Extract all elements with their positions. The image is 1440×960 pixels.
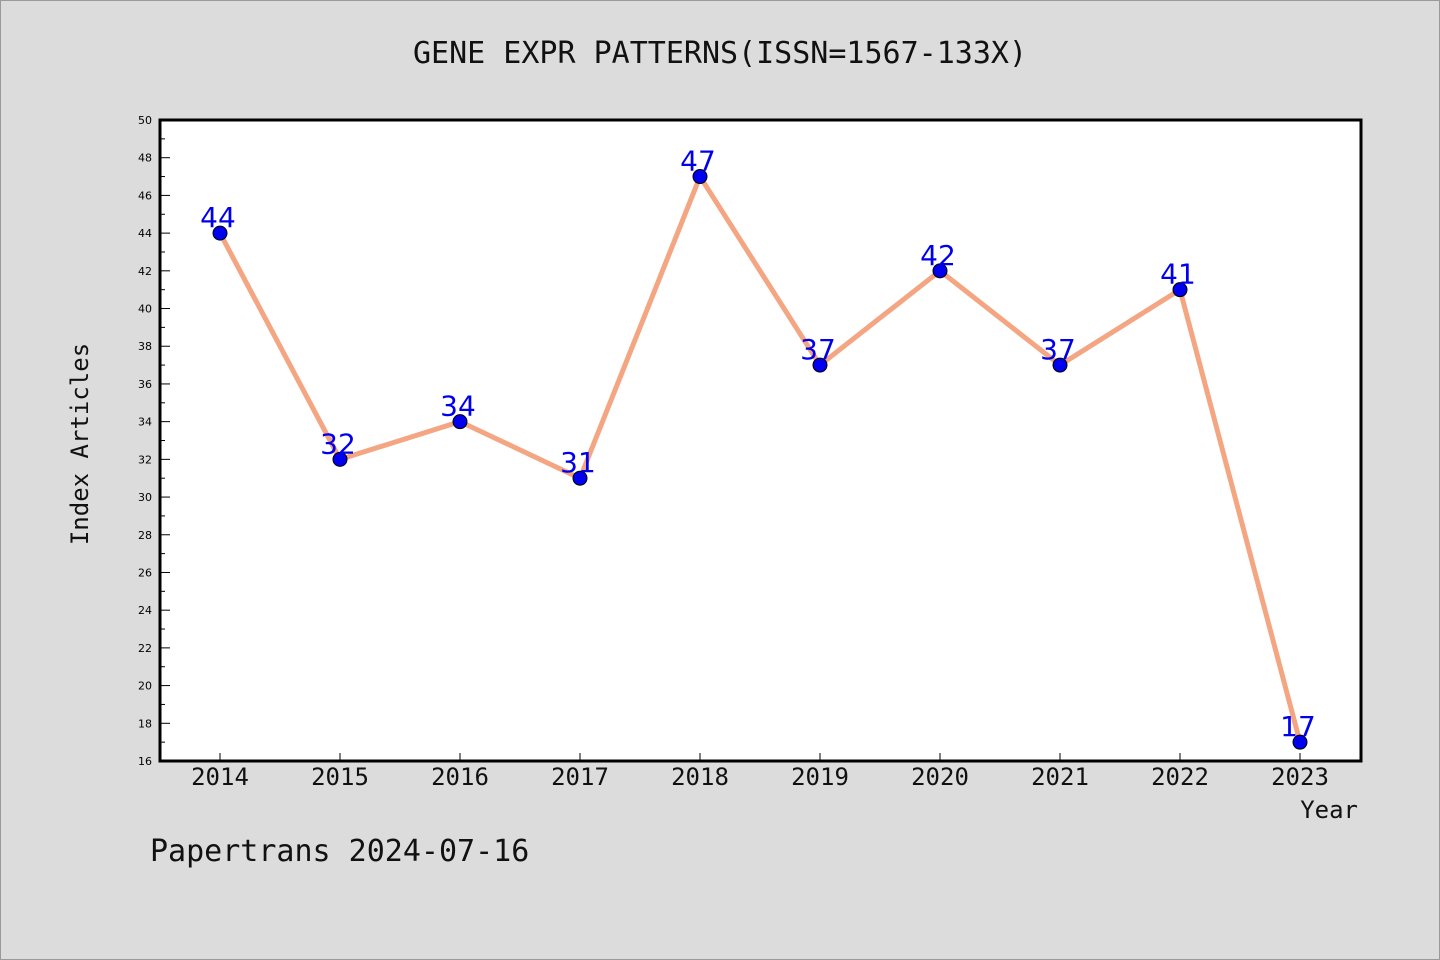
data-point xyxy=(332,451,348,467)
y-tick-label: 28 xyxy=(138,529,152,542)
data-label: 37 xyxy=(1040,333,1076,366)
data-point xyxy=(932,263,948,279)
y-tick-label: 24 xyxy=(138,604,152,617)
x-tick-label: 2014 xyxy=(191,763,249,791)
y-tick-label: 48 xyxy=(138,152,152,165)
y-tick-label: 50 xyxy=(138,114,152,127)
y-tick-label: 42 xyxy=(138,265,152,278)
y-tick-label: 44 xyxy=(138,227,152,240)
y-tick-label: 30 xyxy=(138,491,152,504)
y-tick-label: 22 xyxy=(138,642,152,655)
data-label: 41 xyxy=(1160,258,1196,291)
data-label: 31 xyxy=(560,446,596,479)
x-tick-label: 2022 xyxy=(1151,763,1209,791)
data-point xyxy=(212,225,228,241)
data-label: 47 xyxy=(680,145,716,178)
data-label: 44 xyxy=(200,201,236,234)
data-point xyxy=(1052,357,1068,373)
data-point xyxy=(812,357,828,373)
x-axis-label: Year xyxy=(1300,796,1358,824)
y-axis-label: Index Articles xyxy=(66,342,94,546)
data-label: 17 xyxy=(1280,710,1316,743)
data-label: 34 xyxy=(440,390,476,423)
data-point xyxy=(1292,734,1308,750)
y-tick-label: 34 xyxy=(138,416,152,429)
x-tick-label: 2019 xyxy=(791,763,849,791)
data-point xyxy=(1172,282,1188,298)
data-label: 42 xyxy=(920,239,956,272)
y-tick-label: 32 xyxy=(138,453,152,466)
x-tick-label: 2015 xyxy=(311,763,369,791)
x-tick-label: 2020 xyxy=(911,763,969,791)
x-tick-label: 2017 xyxy=(551,763,609,791)
x-tick-label: 2016 xyxy=(431,763,489,791)
y-tick-label: 18 xyxy=(138,717,152,730)
y-tick-label: 36 xyxy=(138,378,152,391)
y-tick-label: 40 xyxy=(138,303,152,316)
y-tick-label: 46 xyxy=(138,189,152,202)
chart-title: GENE EXPR PATTERNS(ISSN=1567-133X) xyxy=(412,36,1028,71)
x-tick-label: 2021 xyxy=(1031,763,1089,791)
y-tick-label: 38 xyxy=(138,340,152,353)
y-axis: 16 18 20 22 24 26 28 30 32 34 36 38 40 42 44 46 48 50 xyxy=(138,114,170,768)
data-label: 37 xyxy=(800,333,836,366)
plot-area xyxy=(158,118,1363,763)
data-point xyxy=(572,470,588,486)
data-point xyxy=(452,414,468,430)
x-axis: 2014 2015 2016 2017 2018 2019 2020 2021 2022 2023 xyxy=(191,753,1329,791)
y-tick-label: 26 xyxy=(138,566,152,579)
footer-text: Papertrans 2024-07-16 xyxy=(150,834,530,869)
series-index-articles: 44 32 34 31 47 37 42 37 41 17 xyxy=(200,145,1316,750)
data-label: 32 xyxy=(320,427,356,460)
y-tick-label: 16 xyxy=(138,755,152,768)
data-point xyxy=(692,169,708,185)
x-tick-label: 2023 xyxy=(1271,763,1329,791)
x-tick-label: 2018 xyxy=(671,763,729,791)
series-line xyxy=(217,174,1303,745)
y-tick-label: 20 xyxy=(138,680,152,693)
